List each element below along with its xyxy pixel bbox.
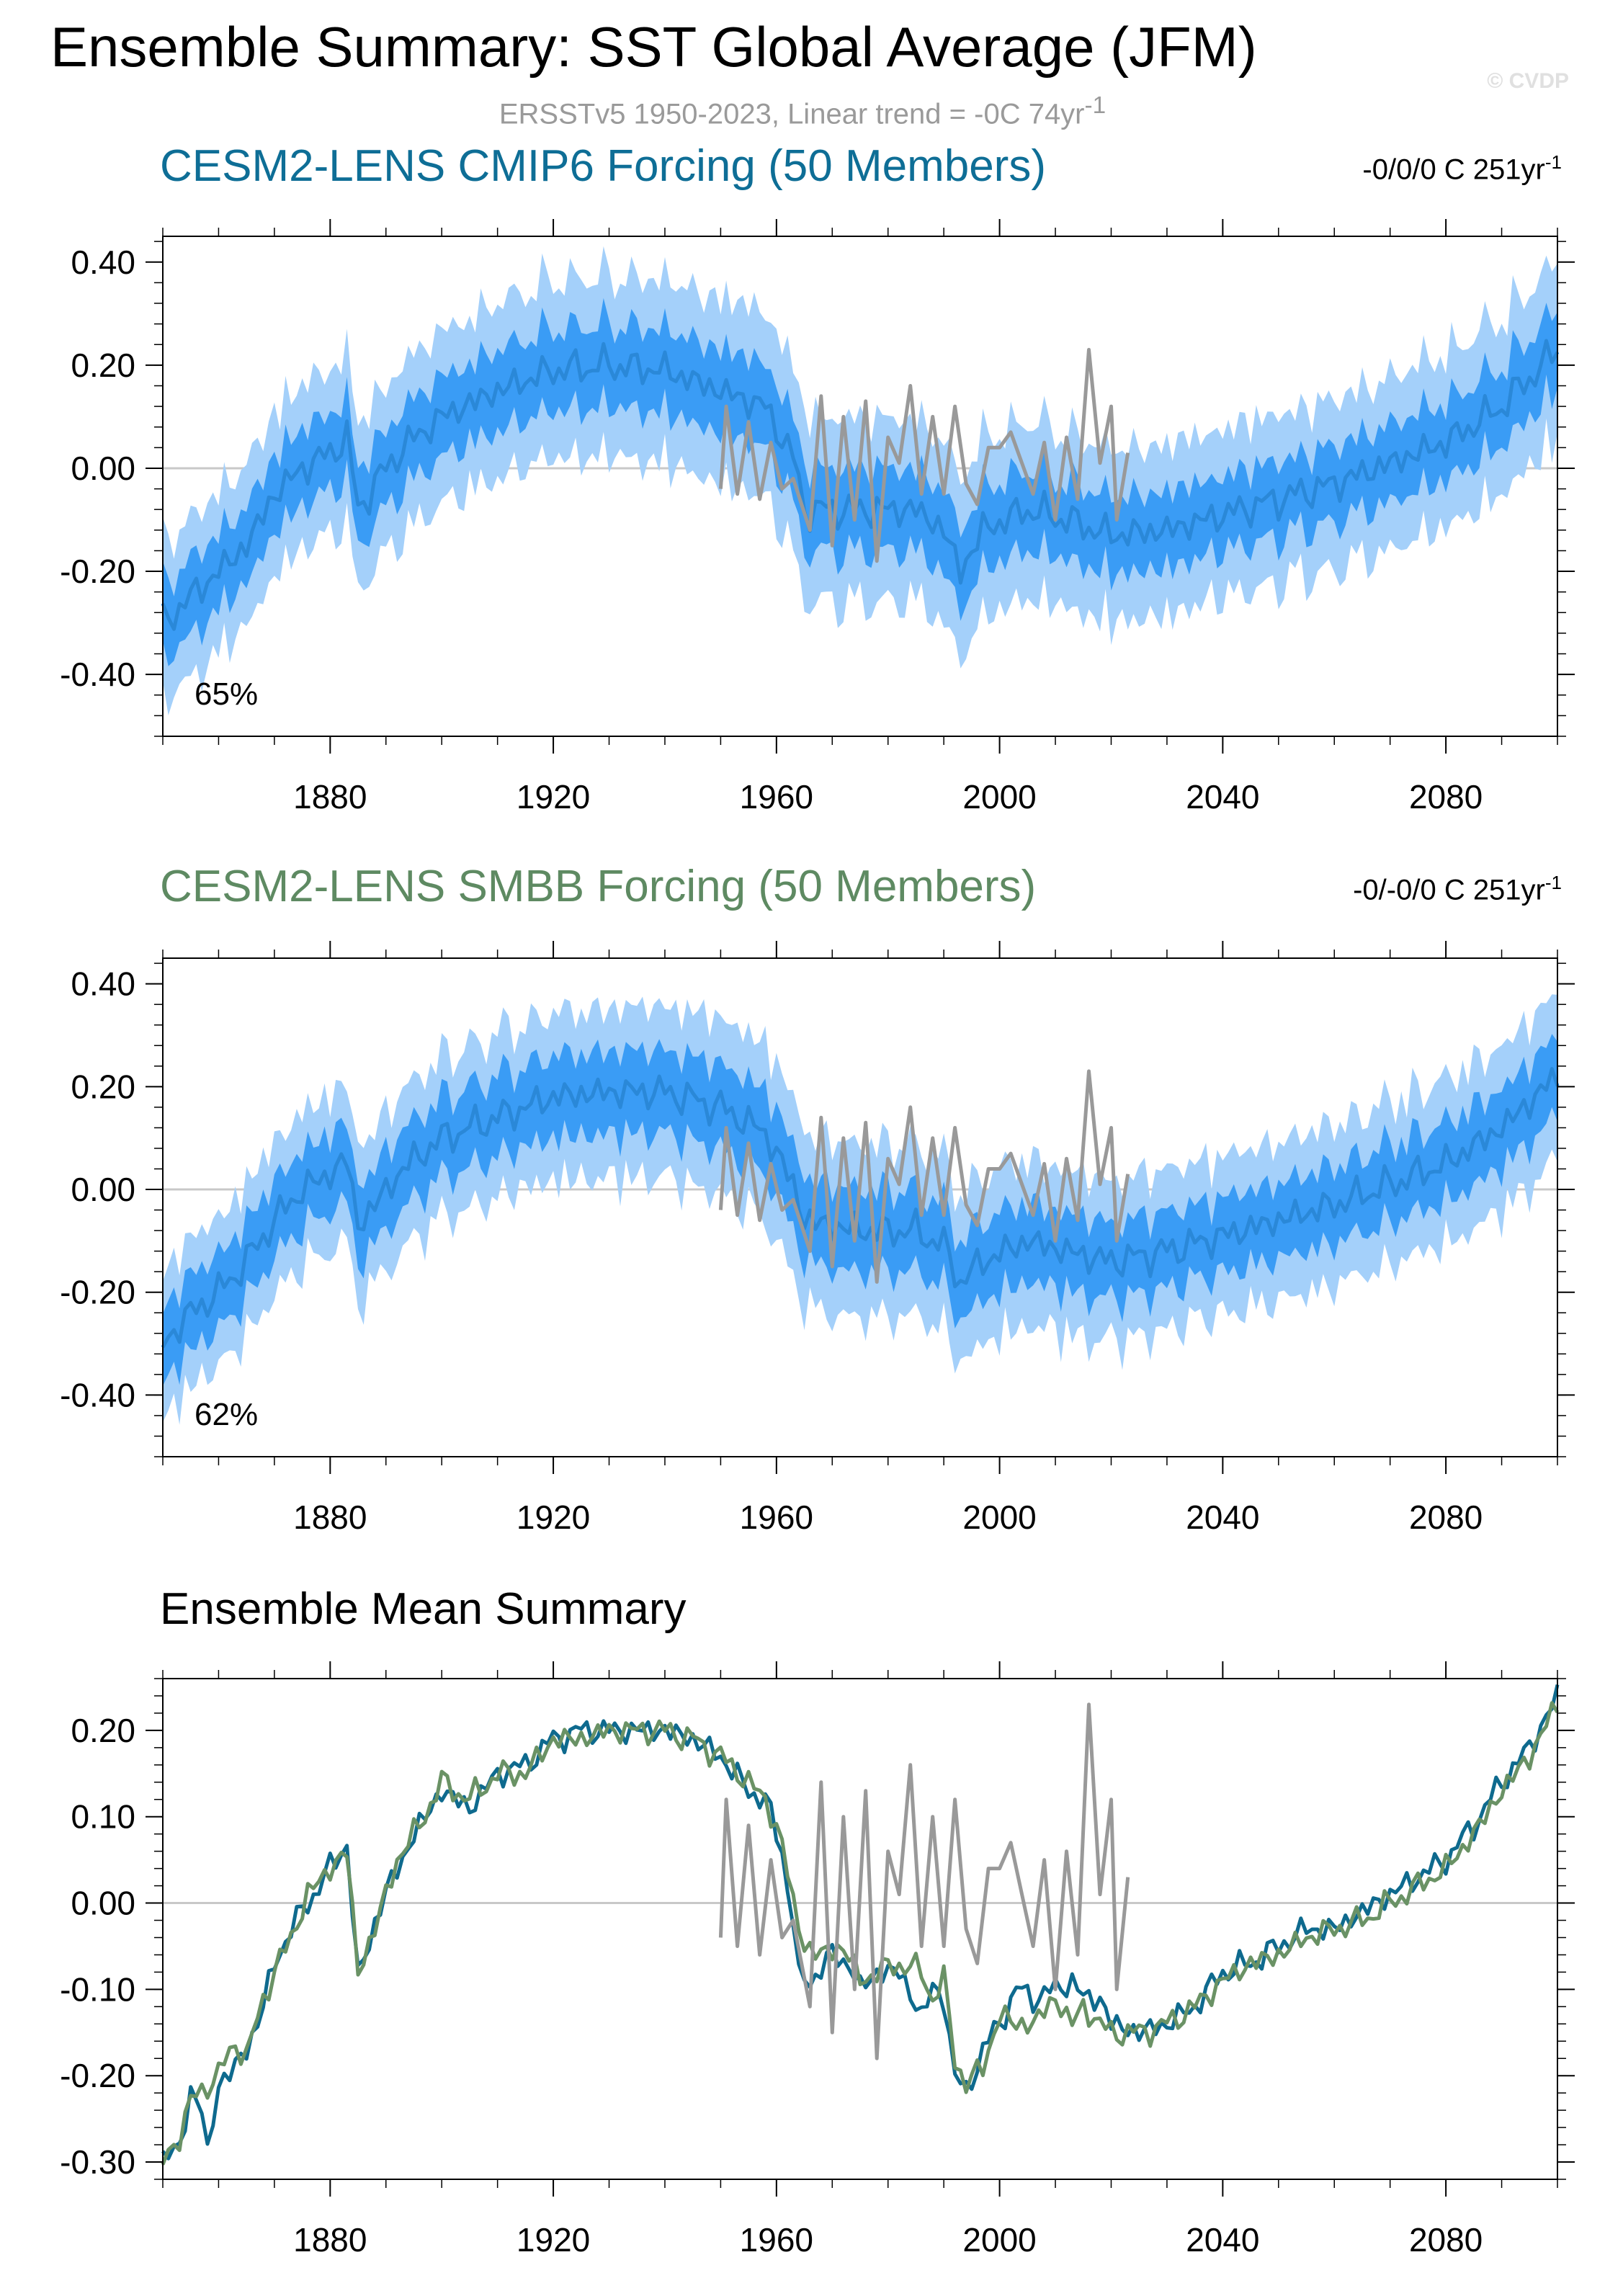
panel-3-x-tick-label: 1920 bbox=[517, 2221, 590, 2259]
panel-1-x-tick-label: 2000 bbox=[962, 778, 1036, 816]
panel-3-y-tick-label: -0.20 bbox=[60, 2057, 135, 2094]
panel-1-y-tick-label: -0.20 bbox=[60, 553, 135, 590]
panel-1-y-tick-label: 0.40 bbox=[71, 244, 135, 281]
subtitle: ERSSTv5 1950-2023, Linear trend = -0C 74… bbox=[0, 92, 1605, 130]
panel-3-y-tick-label: -0.10 bbox=[60, 1970, 135, 2008]
panel-2-y-tick-label: 0.40 bbox=[71, 965, 135, 1003]
panel-2-x-tick-label: 2040 bbox=[1186, 1498, 1259, 1536]
panel-2-x-tick-label: 1920 bbox=[517, 1498, 590, 1536]
panel-1-y-tick-label: -0.40 bbox=[60, 656, 135, 693]
panel-1-x-tick-label: 1880 bbox=[293, 778, 367, 816]
panel-2-y-tick-label: 0.00 bbox=[71, 1171, 135, 1208]
panel-2-observations-line bbox=[718, 1069, 1130, 1284]
panel-1-x-tick-label: 1960 bbox=[740, 778, 813, 816]
panel-2-trend: -0/-0/0 C 251yr-1 bbox=[1353, 872, 1562, 906]
panel-2-x-tick-label: 2080 bbox=[1409, 1498, 1483, 1536]
panel-3-x-tick-label: 2080 bbox=[1409, 2221, 1483, 2259]
panel-2-x-tick-label: 2000 bbox=[962, 1498, 1036, 1536]
panel-1-trend-text: -0/0/0 C 251yr bbox=[1362, 153, 1545, 186]
panel-1-x-tick-label: 2080 bbox=[1409, 778, 1483, 816]
panel-3-frame bbox=[162, 1678, 1558, 2180]
panel-2-x-tick-label: 1880 bbox=[293, 1498, 367, 1536]
panel-2-trend-superscript: -1 bbox=[1544, 872, 1562, 893]
panel-2-ensemble-mean-line bbox=[161, 1067, 1560, 1349]
panel-1-y-tick-label: 0.20 bbox=[71, 347, 135, 384]
panel-3-x-tick-label: 2000 bbox=[962, 2221, 1036, 2259]
panel-2-y-tick-label: -0.40 bbox=[60, 1376, 135, 1413]
panel-1-trend-superscript: -1 bbox=[1544, 151, 1562, 173]
panel-2-percent-label: 62% bbox=[195, 1397, 258, 1432]
subtitle-text: ERSSTv5 1950-2023, Linear trend = -0C 74… bbox=[499, 98, 1085, 130]
panel-2-x-tick-label: 1960 bbox=[740, 1498, 813, 1536]
panel-1-frame bbox=[162, 236, 1558, 737]
panel-3-title: Ensemble Mean Summary bbox=[160, 1584, 687, 1634]
panel-1-percent-label: 65% bbox=[195, 676, 258, 712]
panel-3-x-tick-label: 1880 bbox=[293, 2221, 367, 2259]
panel-3-y-tick-label: -0.30 bbox=[60, 2143, 135, 2181]
panel-3-x-tick-label: 1960 bbox=[740, 2221, 813, 2259]
cvdp-watermark: © CVDP bbox=[1487, 69, 1569, 93]
panel-1-observations-line bbox=[718, 347, 1130, 563]
panel-3-observations-line bbox=[718, 1702, 1130, 2060]
panel-2-y-tick-label: 0.20 bbox=[71, 1068, 135, 1105]
panel-1-inner-band bbox=[163, 298, 1557, 666]
panel-3-smbb-mean-line bbox=[161, 1701, 1560, 2166]
panel-1-x-tick-label: 2040 bbox=[1186, 778, 1259, 816]
panel-2-frame bbox=[162, 957, 1558, 1457]
panel-2-title: CESM2-LENS SMBB Forcing (50 Members) bbox=[160, 862, 1037, 911]
panel-1-ensemble-mean-line bbox=[161, 339, 1560, 631]
panel-3-y-tick-label: 0.20 bbox=[71, 1712, 135, 1749]
panel-3-y-tick-label: 0.00 bbox=[71, 1885, 135, 1922]
subtitle-superscript: -1 bbox=[1084, 92, 1106, 119]
panel-1-x-tick-label: 1920 bbox=[517, 778, 590, 816]
panel-1-y-tick-label: 0.00 bbox=[71, 450, 135, 487]
panel-1-title: CESM2-LENS CMIP6 Forcing (50 Members) bbox=[160, 141, 1046, 191]
panel-3-x-tick-label: 2040 bbox=[1186, 2221, 1259, 2259]
panel-2-trend-text: -0/-0/0 C 251yr bbox=[1353, 874, 1545, 906]
panel-1-trend: -0/0/0 C 251yr-1 bbox=[1362, 151, 1562, 186]
panel-3-y-tick-label: 0.10 bbox=[71, 1798, 135, 1836]
main-title: Ensemble Summary: SST Global Average (JF… bbox=[50, 15, 1257, 79]
panel-2-y-tick-label: -0.20 bbox=[60, 1274, 135, 1311]
